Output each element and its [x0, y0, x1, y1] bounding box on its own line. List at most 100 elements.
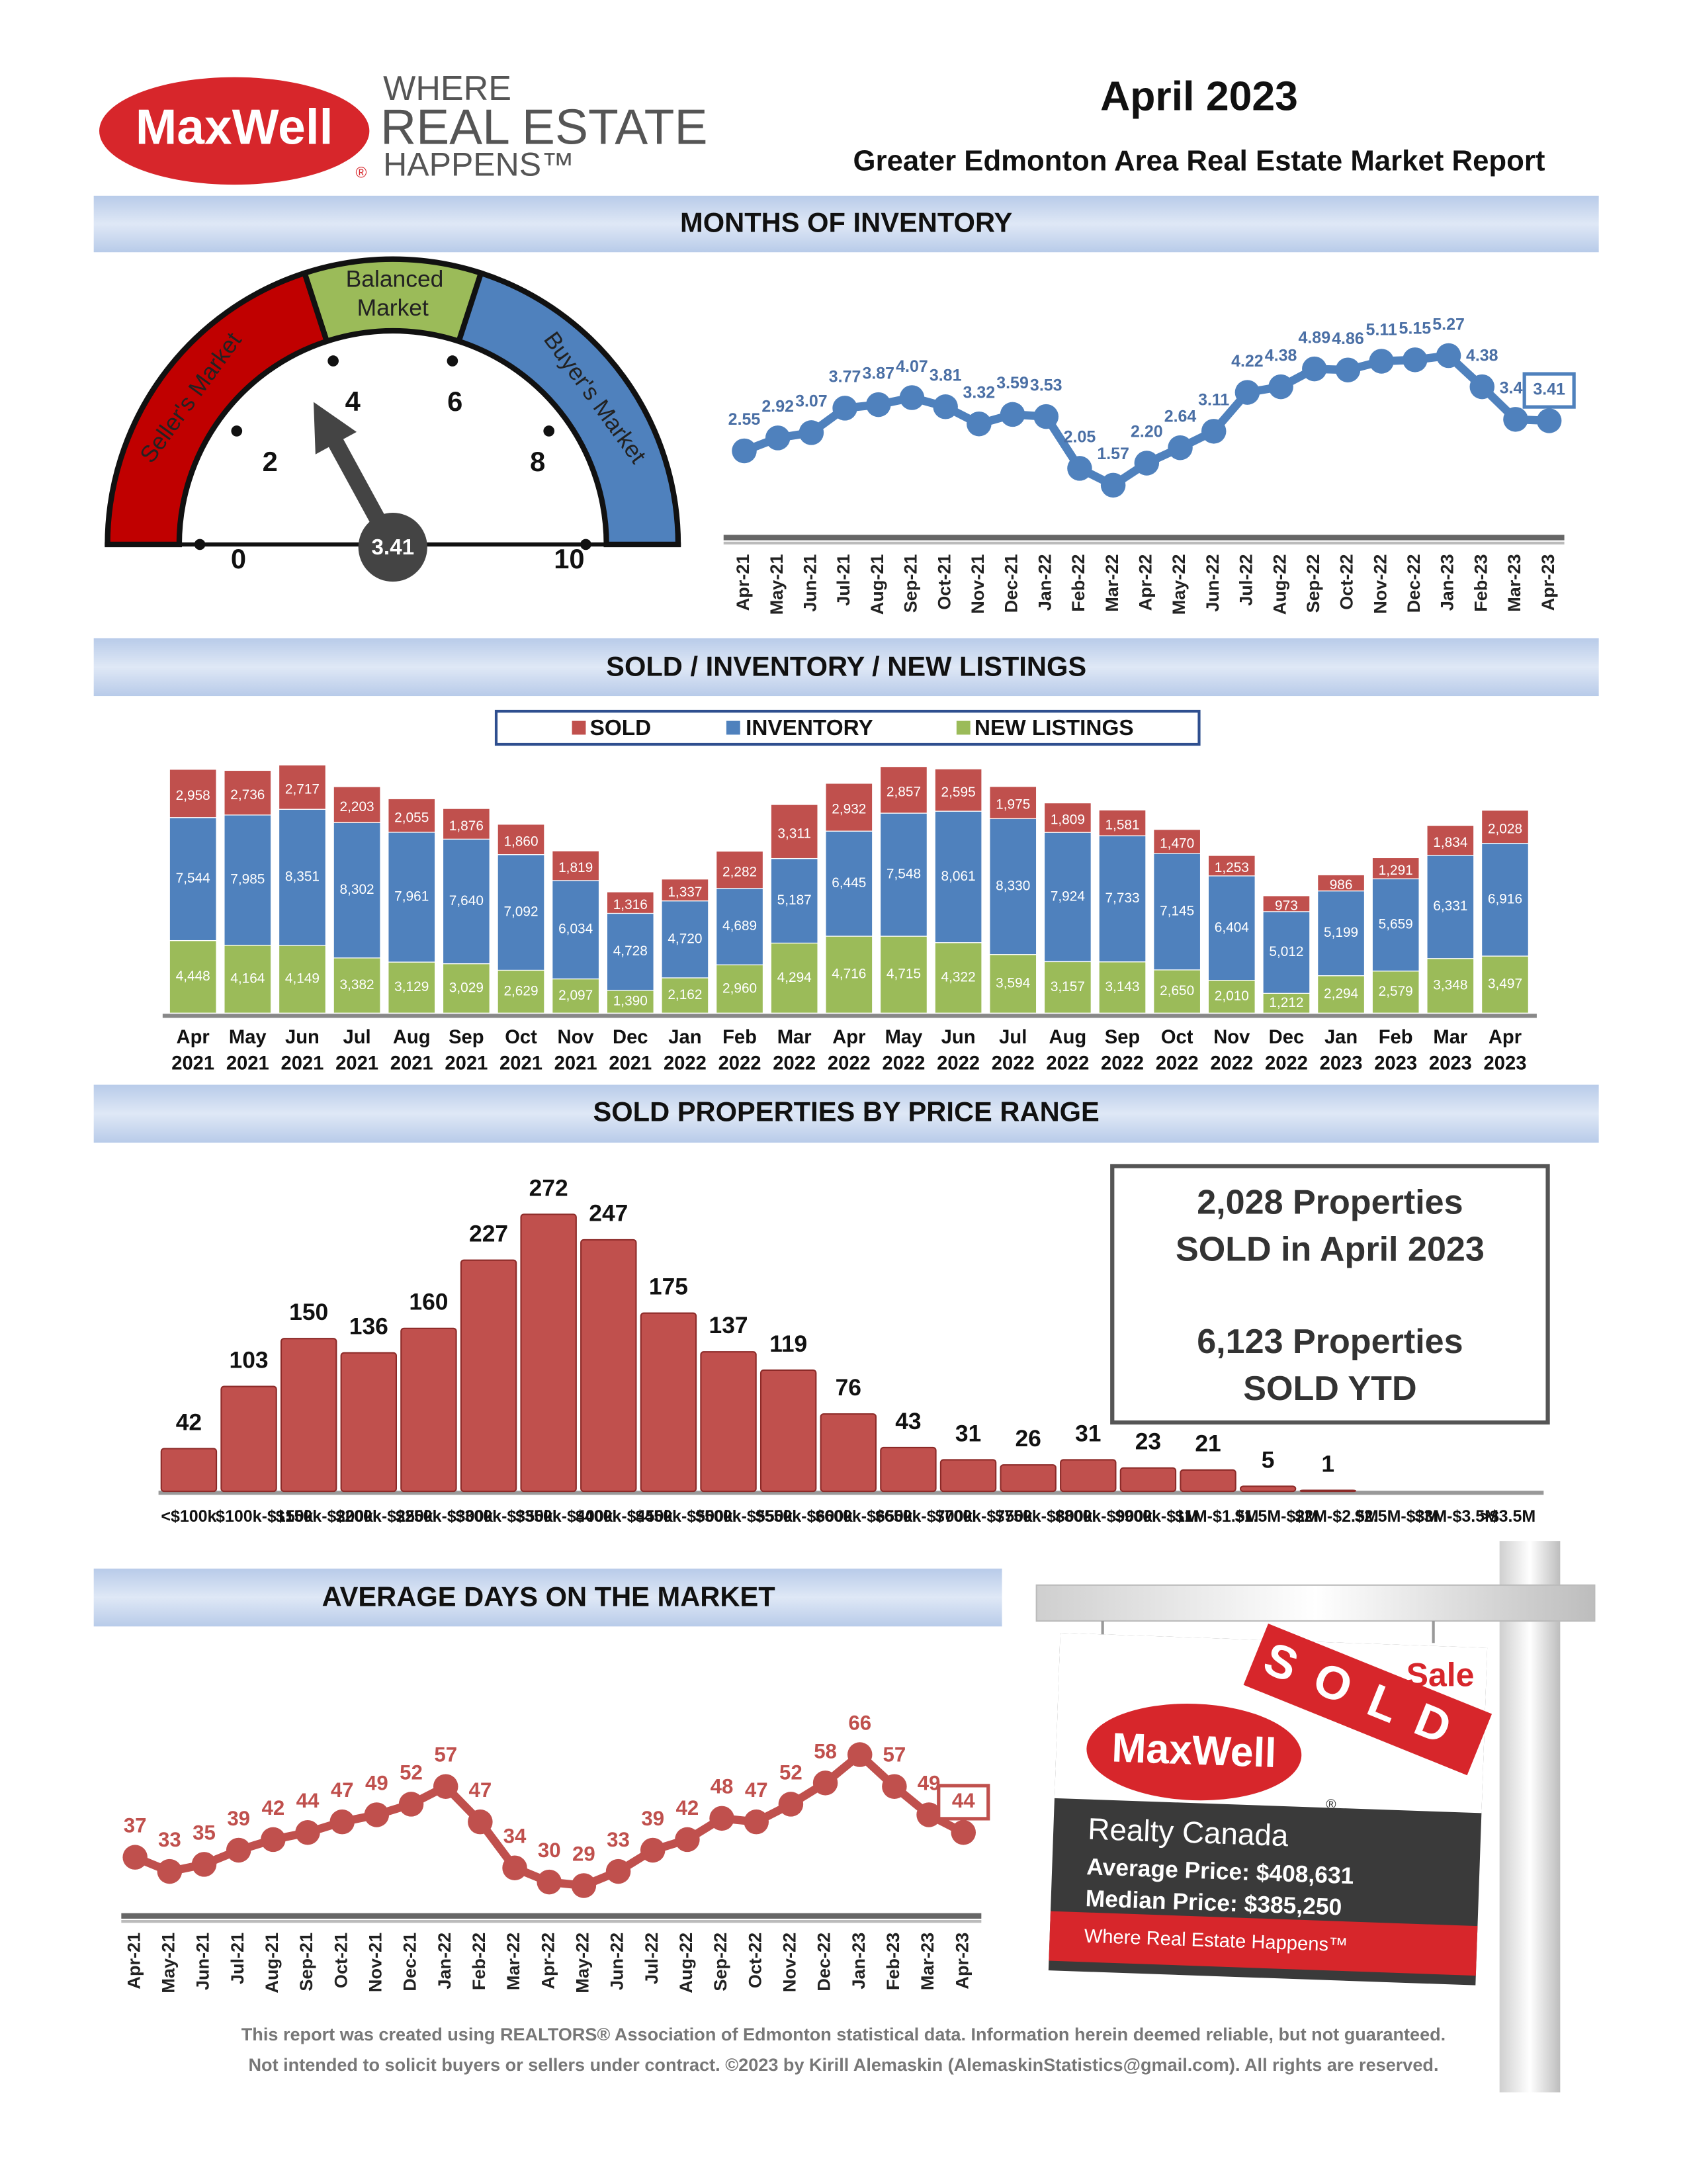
- x-tick-label-box: $700k-$750k: [935, 1507, 1033, 1526]
- value-label: 5,659: [1379, 916, 1413, 932]
- x-tick-label-box: $350k-$400k: [515, 1507, 613, 1526]
- point: [1000, 402, 1025, 427]
- value-label: 2,736: [230, 787, 265, 803]
- point: [261, 1827, 286, 1853]
- x-tick-label-box: Feb 2023: [1374, 1026, 1417, 1074]
- value-label: 4,716: [832, 967, 866, 982]
- value-label: 4.38: [1466, 346, 1498, 365]
- point: [1369, 349, 1394, 374]
- value-label: 4,448: [176, 969, 210, 984]
- x-tick-label: May 2021: [226, 1025, 269, 1074]
- point: [1503, 407, 1528, 432]
- summary-text: 2,028 Properties: [1197, 1184, 1463, 1222]
- bar: [1299, 1489, 1356, 1493]
- section-band: [93, 638, 1599, 697]
- bar-segment: [989, 818, 1037, 955]
- bar: [1180, 1469, 1236, 1493]
- gauge-tick-label: 0: [231, 543, 246, 574]
- gauge-zone-label-box: Balanced Market: [346, 266, 444, 321]
- bar-segment: [169, 769, 217, 818]
- x-tick-label: $400k-$450k: [575, 1507, 673, 1526]
- bar-segment: [879, 936, 928, 1014]
- summary-box: [1110, 1164, 1550, 1425]
- value-label: 4,728: [613, 943, 648, 959]
- value-label: 2,203: [340, 799, 374, 814]
- value-label: 26: [1015, 1425, 1041, 1452]
- value-label: 1,390: [613, 994, 648, 1009]
- bar-segment: [1481, 810, 1530, 844]
- value-label: 33: [158, 1828, 181, 1851]
- bar-segment: [1262, 992, 1311, 1014]
- x-tick-label: Aug-21: [261, 1933, 282, 1993]
- value-label: 2,282: [722, 864, 757, 879]
- x-tick-label-box: Jun 2022: [937, 1026, 980, 1074]
- point: [1335, 357, 1361, 382]
- sign-strip: [1049, 1911, 1478, 1976]
- last-label-box: [937, 1784, 990, 1821]
- x-tick-label: $2M-$2.5M: [1295, 1507, 1379, 1526]
- summary-text: SOLD YTD: [1243, 1370, 1416, 1408]
- value-label: 58: [814, 1739, 837, 1763]
- value-label: 3.77: [829, 368, 861, 386]
- x-tick-label: Apr 2021: [171, 1025, 215, 1074]
- bar-segment: [1262, 895, 1311, 912]
- x-tick-label: May 2022: [882, 1025, 926, 1074]
- point: [605, 1858, 631, 1884]
- value-label: 23: [1135, 1428, 1161, 1455]
- point: [1168, 435, 1193, 460]
- value-label: 3,348: [1433, 977, 1467, 992]
- value-label: 7,924: [1051, 889, 1085, 904]
- value-label: 4.38: [1265, 346, 1297, 365]
- value-label: 1,470: [1160, 836, 1194, 851]
- gauge-tick: [231, 425, 243, 437]
- bar-segment: [1371, 971, 1420, 1014]
- point: [1234, 380, 1260, 405]
- point: [1268, 374, 1293, 400]
- value-label: 5.15: [1399, 320, 1432, 338]
- value-label: 2,717: [285, 781, 320, 797]
- x-tick-label: Apr 2022: [827, 1025, 871, 1074]
- value-label: 33: [607, 1828, 630, 1851]
- bar-segment: [661, 977, 709, 1014]
- value-label: 2,294: [1324, 986, 1358, 1001]
- x-tick-label: $700k-$750k: [935, 1507, 1033, 1526]
- value-label: 4.89: [1298, 328, 1330, 347]
- value-label: 7,985: [230, 872, 265, 887]
- x-tick-label-box: $2M-$2.5M: [1295, 1507, 1379, 1526]
- value-label: 3,143: [1105, 979, 1139, 994]
- value-label: 2.05: [1064, 428, 1096, 447]
- bar: [759, 1369, 817, 1493]
- value-label: 8,330: [996, 879, 1030, 894]
- value-label: 44: [296, 1789, 320, 1812]
- value-label: 1,860: [503, 834, 538, 849]
- x-tick-label-box: $500k-$550k: [695, 1507, 793, 1526]
- value-label: 8,061: [941, 869, 976, 884]
- value-label: 57: [883, 1743, 906, 1767]
- value-label: 57: [434, 1743, 457, 1767]
- x-tick-label: Dec 2022: [1264, 1025, 1308, 1074]
- bar-segment: [934, 942, 982, 1014]
- x-tick-label-box: $600k-$650k: [815, 1507, 912, 1526]
- bar: [220, 1385, 277, 1493]
- value-label: 2,958: [176, 788, 210, 803]
- point: [709, 1806, 734, 1831]
- point: [866, 392, 891, 417]
- x-tick-label: Apr-23: [1537, 554, 1558, 611]
- gauge-hub: [358, 512, 427, 582]
- x-tick-label-box: Mar 2023: [1429, 1026, 1472, 1074]
- value-label: 4.22: [1231, 352, 1264, 371]
- x-tick-label: Jul-21: [227, 1933, 247, 1984]
- value-label: 21: [1195, 1430, 1221, 1457]
- x-tick-label: Jul-21: [833, 554, 853, 605]
- value-label: 1,834: [1433, 835, 1467, 850]
- x-tick-label: Jul 2022: [991, 1025, 1035, 1074]
- value-label: 1,316: [613, 897, 648, 912]
- logo: MaxWell: [136, 99, 333, 155]
- value-label: 7,961: [394, 889, 429, 904]
- value-label: 5.11: [1366, 321, 1397, 339]
- report-subtitle: Greater Edmonton Area Real Estate Market…: [853, 144, 1545, 177]
- value-label: 6,445: [832, 875, 866, 891]
- point: [1100, 472, 1126, 498]
- x-tick-label-box: Apr 2023: [1484, 1026, 1527, 1074]
- value-label: 3.87: [862, 364, 894, 382]
